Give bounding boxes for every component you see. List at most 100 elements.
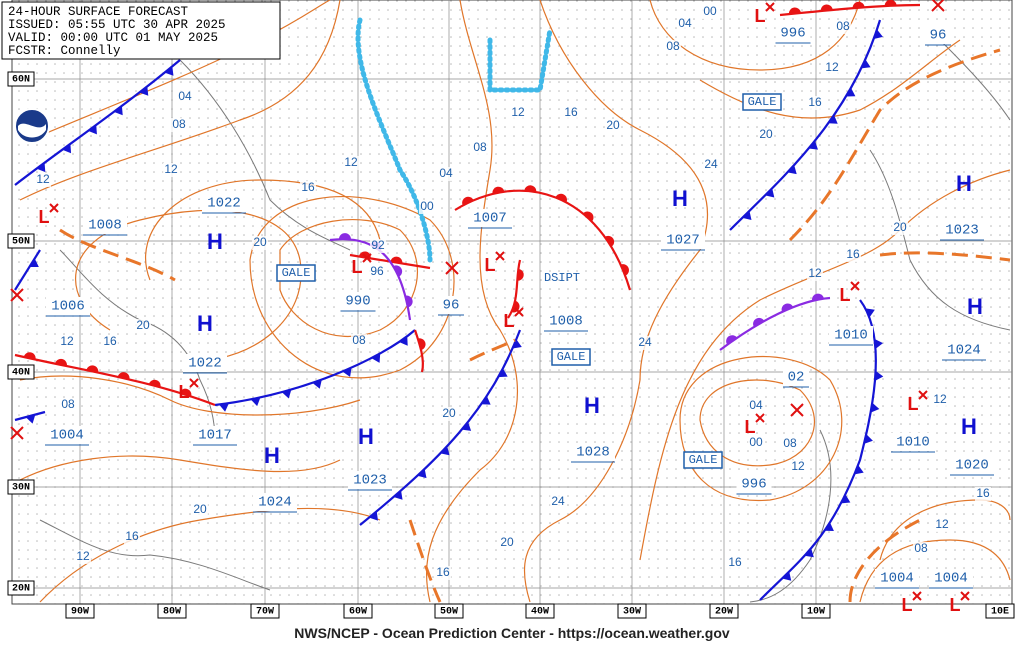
pressure-label: 1004 <box>50 428 84 444</box>
lon-label: 10E <box>991 607 1009 618</box>
isobar-label-bg <box>702 5 718 19</box>
isobar-label-bg <box>438 167 454 181</box>
front-symbol <box>808 140 818 150</box>
front-symbol <box>393 490 403 500</box>
low-cross <box>765 2 775 12</box>
isobar-label-bg <box>102 335 118 349</box>
pressure-label: 1006 <box>51 299 85 315</box>
graticule <box>12 0 1012 604</box>
isobar-label: 12 <box>825 60 839 74</box>
front-symbol <box>461 421 472 431</box>
pressure-label-bg <box>202 194 246 212</box>
front-symbol <box>874 338 884 349</box>
pressure-label: 1020 <box>955 458 989 474</box>
low-cross <box>850 281 860 291</box>
front-symbol <box>462 196 474 206</box>
trough-front <box>59 228 176 282</box>
front-symbol <box>874 370 884 381</box>
isobar-label: 24 <box>638 335 652 349</box>
isobar-label-bg <box>510 106 526 120</box>
isobar-label-bg <box>782 437 798 451</box>
front-symbol <box>25 414 36 424</box>
front-symbol <box>865 308 875 318</box>
gale-box <box>276 264 316 282</box>
isobar-label: 96 <box>370 264 384 278</box>
isobar-label: 12 <box>344 155 358 169</box>
pressure-label-bg <box>775 24 811 42</box>
lon-label: 80W <box>163 607 181 618</box>
isobar-label-bg <box>343 156 359 170</box>
cold-front <box>14 59 181 186</box>
low-cross <box>362 253 372 263</box>
lon-label: 10W <box>807 607 825 618</box>
lat-label-box <box>7 580 35 596</box>
isobar-label-bg <box>35 173 51 187</box>
lat-label-box <box>7 233 35 249</box>
high-center: H <box>264 443 280 468</box>
pressure-label: 990 <box>345 294 370 310</box>
isobar-label-bg <box>60 398 76 412</box>
front-symbol <box>399 336 408 346</box>
pressure-label: 1004 <box>934 571 968 587</box>
high-center: H <box>207 229 223 254</box>
isobar-label: 00 <box>420 199 434 213</box>
isobar-label-bg <box>192 503 208 517</box>
front-symbol <box>583 211 594 222</box>
isobar-label-bg <box>135 319 151 333</box>
isobar-label-bg <box>124 530 140 544</box>
isobar-label-bg <box>419 200 435 214</box>
isobar-label: 20 <box>136 318 150 332</box>
isobar-label: 24 <box>704 157 718 171</box>
lon-label-box <box>617 603 647 619</box>
isobar-label: 08 <box>473 140 487 154</box>
pressure-label: 1007 <box>473 211 507 227</box>
front-symbol <box>281 389 292 399</box>
pressure-label: 96 <box>443 298 460 314</box>
pressure-label-bg <box>544 312 588 330</box>
header-line: FCSTR: Connelly <box>8 44 121 58</box>
lon-label-box <box>801 603 831 619</box>
low-center: L <box>745 417 756 437</box>
cold-front <box>729 19 882 231</box>
pressure-label-bg <box>253 493 297 511</box>
lon-label: 90W <box>71 607 89 618</box>
pressure-label: 1024 <box>258 495 292 511</box>
low-center: L <box>950 595 961 615</box>
isobar-label: 16 <box>103 334 117 348</box>
footer: NWS/NCEP - Ocean Prediction Center - htt… <box>294 625 730 641</box>
lon-label-box <box>434 603 464 619</box>
front-symbol <box>417 468 427 479</box>
header-line: VALID: 00:00 UTC 01 MAY 2025 <box>8 31 218 45</box>
low-cross <box>912 591 922 601</box>
isobar-label: 04 <box>178 89 192 103</box>
front-symbol <box>393 265 403 277</box>
high-center: H <box>961 414 977 439</box>
isobar-label-bg <box>934 518 950 532</box>
header-line: 24-HOUR SURFACE FORECAST <box>8 5 189 19</box>
low-cross <box>495 251 505 261</box>
lat-label: 60N <box>12 75 30 86</box>
pressure-label: 96 <box>930 28 947 44</box>
isobar-label-bg <box>835 20 851 34</box>
isobar-label-bg <box>369 265 385 279</box>
front-symbol <box>726 335 738 345</box>
front-symbol <box>179 388 192 397</box>
isobar-label-bg <box>892 221 908 235</box>
lon-label: 50W <box>440 607 458 618</box>
isobar-label: 16 <box>846 247 860 261</box>
cold-front <box>214 329 416 407</box>
front-symbol <box>873 29 883 39</box>
isobar-label-bg <box>748 436 764 450</box>
front-symbol <box>555 193 567 203</box>
header-box <box>1 1 281 60</box>
pressure-label: 1008 <box>549 314 583 330</box>
pressure-label-bg <box>183 354 227 372</box>
low-center: L <box>504 311 515 331</box>
trough-front <box>788 48 1001 242</box>
lon-label-box <box>250 603 280 619</box>
isobar-label-bg <box>758 128 774 142</box>
pressure-label: 1024 <box>947 343 981 359</box>
pressure-label-bg <box>193 426 237 444</box>
front-symbol <box>870 402 880 413</box>
trough-front <box>848 518 921 603</box>
